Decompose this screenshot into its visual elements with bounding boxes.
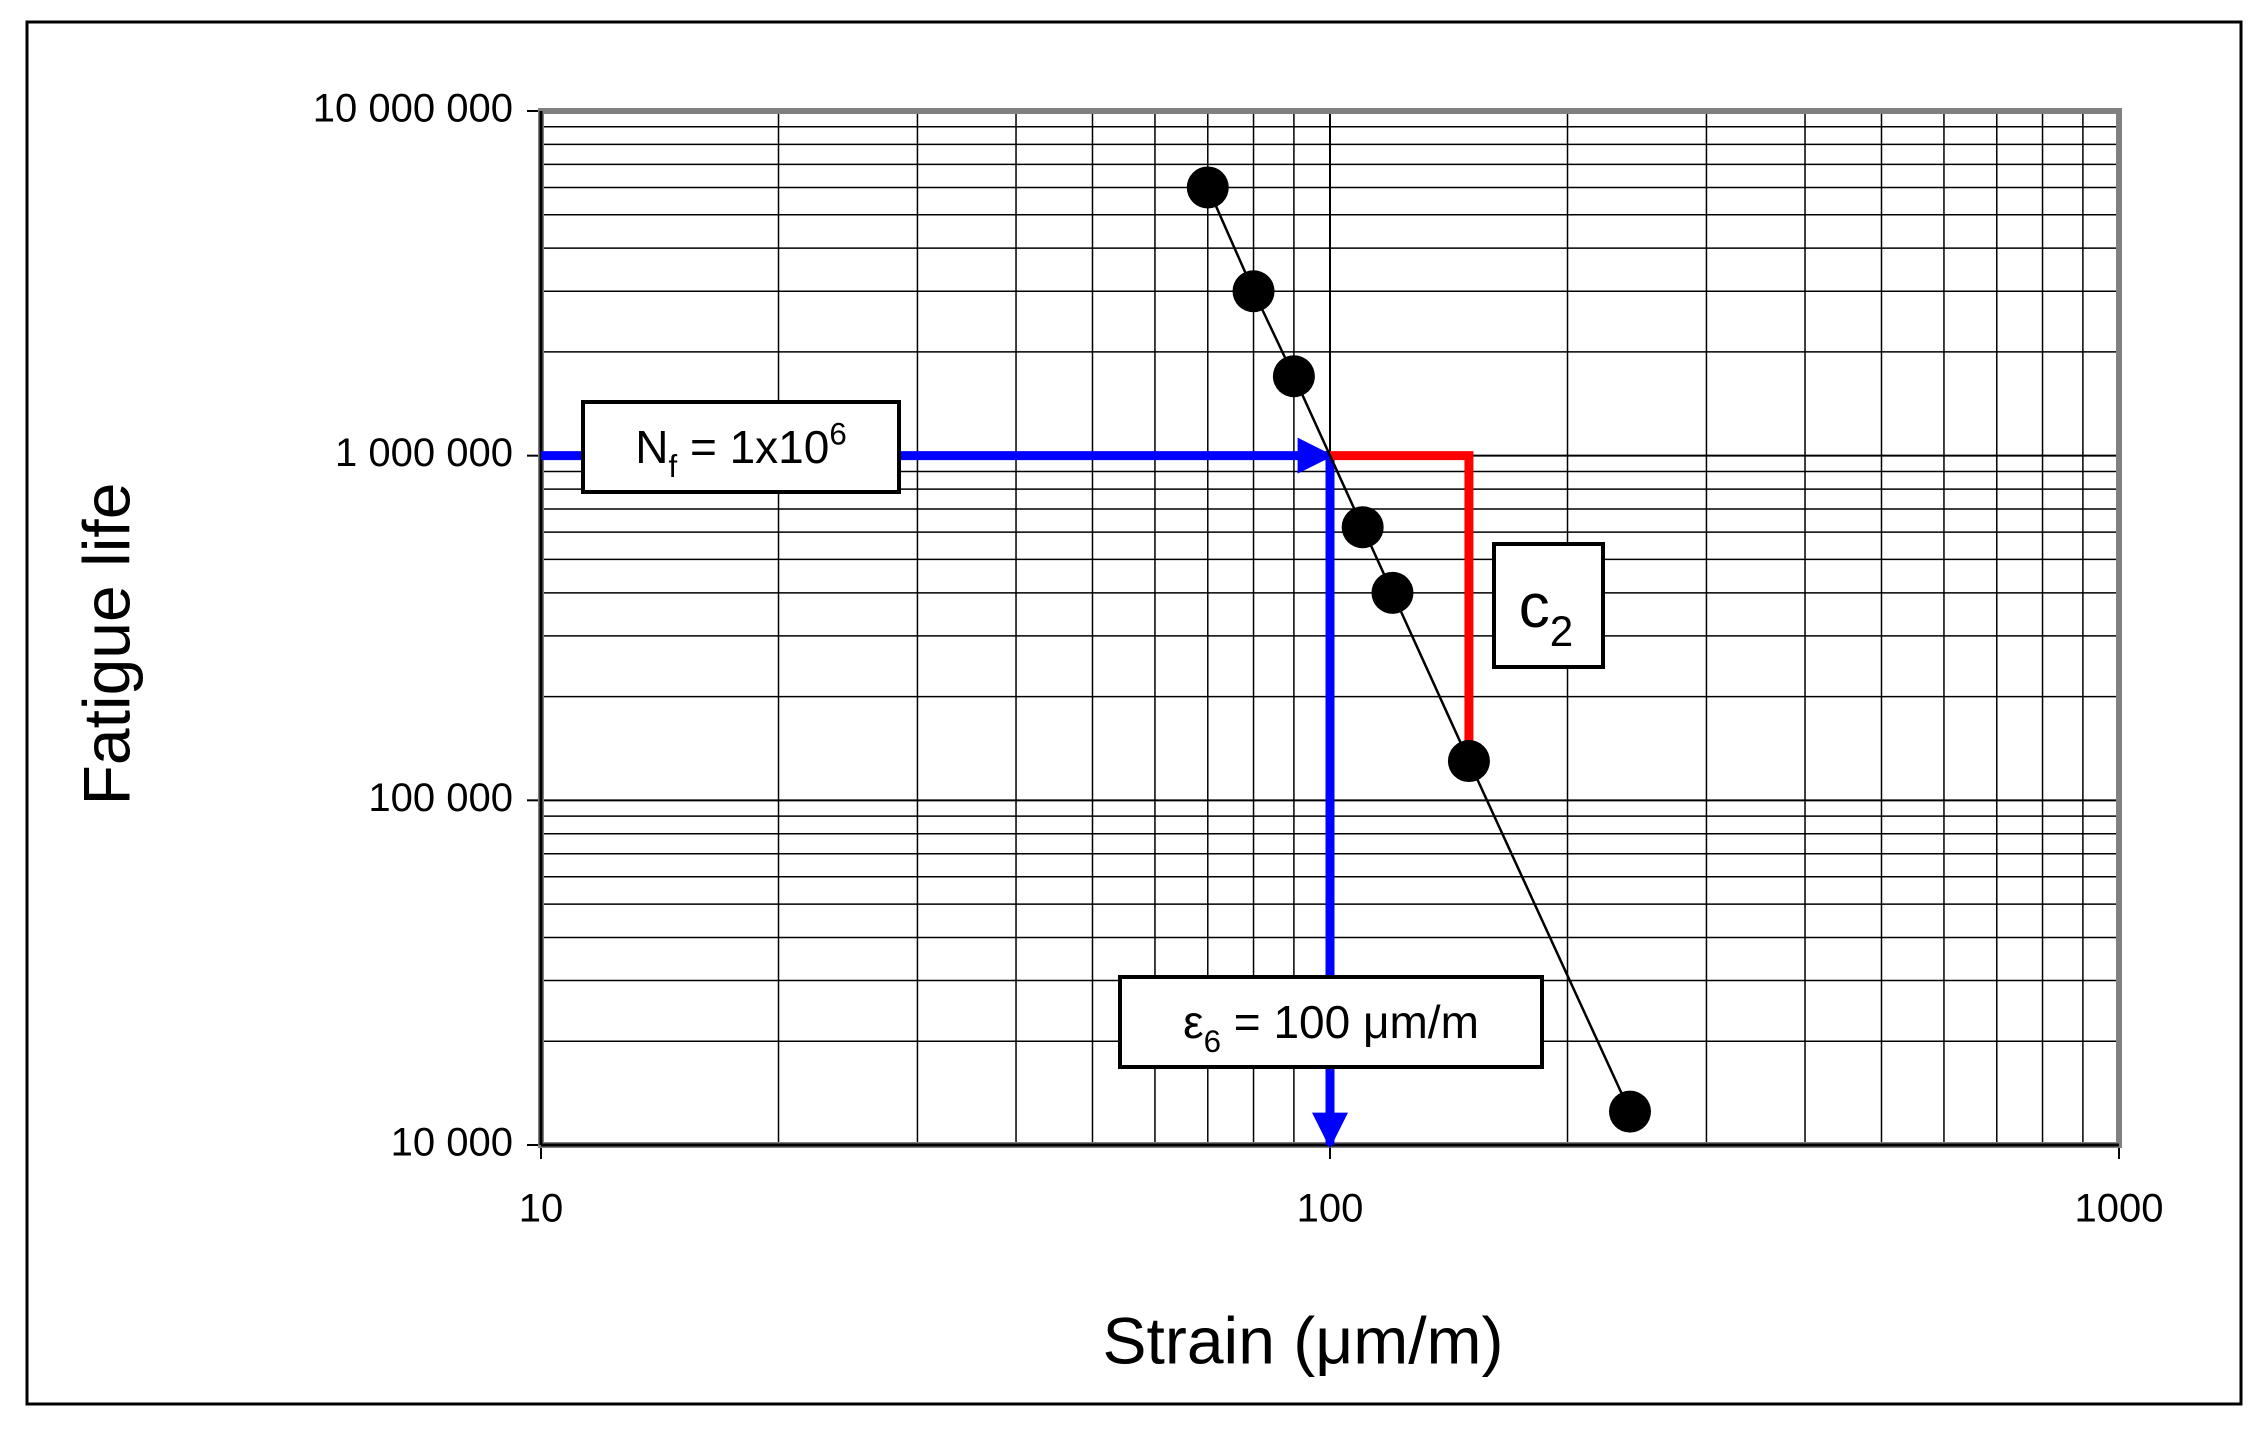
- x-tick-label: 100: [1297, 1187, 1364, 1231]
- annotation-part: ε: [1183, 996, 1204, 1048]
- data-point: [1371, 571, 1414, 614]
- data-point: [1186, 166, 1229, 209]
- annotation-text: Nf = 1x106: [635, 417, 847, 484]
- x-tick-label: 1000: [2075, 1187, 2164, 1231]
- data-point: [1341, 506, 1384, 549]
- annotation-part: 2: [1550, 608, 1573, 655]
- annotation-part: = 1x10: [677, 421, 829, 473]
- data-point: [1608, 1090, 1651, 1133]
- annotation-part: f: [668, 449, 677, 484]
- annotation-box: [581, 400, 901, 494]
- x-axis-title: Strain (μm/m): [1102, 1303, 1503, 1377]
- y-tick-label: 100 000: [368, 776, 513, 820]
- annotation-part: c: [1519, 572, 1550, 641]
- data-point: [1272, 355, 1315, 398]
- frame: [25, 20, 2243, 1406]
- annotation-text: c2: [1519, 572, 1573, 655]
- y-tick-label: 10 000 000: [313, 87, 513, 131]
- data-point: [1232, 270, 1275, 313]
- annotation-box: [1118, 975, 1544, 1069]
- y-axis-title: Fatigue life: [69, 483, 143, 806]
- y-tick-label: 1 000 000: [335, 431, 513, 475]
- annotation-part: 6: [829, 417, 846, 452]
- y-tick-label: 10 000: [391, 1121, 513, 1165]
- annotation-part: N: [635, 421, 668, 473]
- annotation-part: = 100 μm/m: [1221, 996, 1479, 1048]
- data-point: [1447, 740, 1490, 783]
- x-tick-label: 10: [519, 1187, 564, 1231]
- guide-line: [1330, 451, 1474, 762]
- annotation-box: [1492, 542, 1605, 669]
- annotation-part: 6: [1204, 1024, 1221, 1059]
- annotation-text: ε6 = 100 μm/m: [1183, 996, 1479, 1059]
